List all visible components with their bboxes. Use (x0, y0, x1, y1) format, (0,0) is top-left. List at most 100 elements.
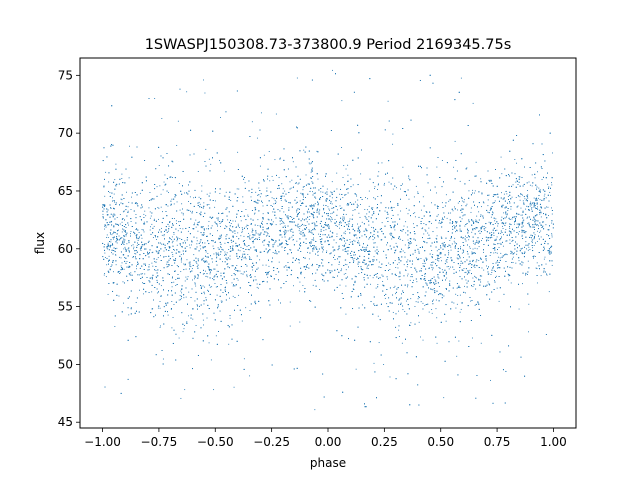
data-point (124, 257, 126, 259)
data-point (315, 197, 317, 199)
data-point (206, 317, 208, 319)
data-point (330, 270, 332, 272)
data-point (236, 188, 238, 190)
data-point (494, 223, 496, 224)
data-point (207, 225, 209, 227)
data-point (510, 232, 512, 234)
data-point (216, 256, 218, 258)
data-point (449, 266, 451, 268)
data-point (460, 77, 462, 79)
data-point (370, 283, 372, 285)
data-point (321, 259, 323, 260)
data-point (398, 310, 399, 312)
data-point (405, 300, 407, 302)
data-point (275, 224, 277, 226)
data-point (253, 213, 255, 215)
data-point (149, 217, 151, 219)
data-point (478, 241, 480, 243)
data-point (478, 260, 480, 262)
data-point (231, 282, 233, 284)
data-point (368, 205, 370, 207)
data-point (431, 249, 433, 251)
data-point (284, 229, 286, 231)
data-point (135, 214, 137, 215)
data-point (454, 140, 456, 142)
data-point (449, 245, 451, 247)
data-point (548, 215, 549, 216)
data-point (130, 272, 132, 274)
data-point (111, 252, 112, 254)
data-point (321, 246, 323, 248)
data-point (339, 193, 341, 195)
data-point (349, 241, 351, 243)
data-point (398, 303, 400, 305)
data-point (435, 259, 437, 260)
data-point (448, 268, 450, 270)
data-point (502, 198, 504, 200)
data-point (527, 216, 528, 218)
data-point (330, 191, 332, 193)
data-point (245, 270, 247, 272)
data-point (343, 216, 345, 218)
data-point (547, 183, 549, 185)
data-point (502, 223, 504, 225)
data-point (457, 295, 459, 297)
data-point (232, 265, 234, 267)
data-point (475, 219, 477, 221)
data-point (528, 303, 530, 305)
data-point (213, 389, 215, 391)
data-point (382, 280, 384, 282)
data-point (354, 240, 356, 242)
data-point (245, 226, 247, 228)
data-point (178, 221, 180, 223)
data-point (228, 242, 229, 244)
data-point (208, 204, 210, 205)
data-point (163, 181, 165, 183)
data-point (274, 159, 276, 161)
data-point (307, 212, 309, 214)
data-point (215, 200, 216, 202)
data-point (109, 192, 111, 194)
data-point (469, 246, 471, 248)
data-point (156, 186, 158, 188)
data-point (505, 213, 506, 215)
data-point (507, 195, 509, 197)
data-point (345, 213, 347, 215)
data-point (124, 230, 126, 232)
data-point (273, 203, 275, 205)
data-point (515, 221, 516, 222)
data-point (235, 267, 237, 269)
data-point (115, 254, 117, 256)
data-point (202, 285, 204, 287)
data-point (176, 265, 178, 266)
data-point (413, 279, 414, 281)
data-point (288, 266, 290, 268)
data-point (131, 196, 132, 198)
data-point (472, 277, 474, 279)
data-point (500, 252, 502, 254)
data-point (113, 193, 115, 195)
data-point (525, 208, 527, 210)
data-point (475, 261, 477, 263)
data-point (116, 217, 118, 218)
data-point (495, 262, 497, 264)
data-point (474, 267, 476, 268)
data-point (308, 229, 310, 231)
data-point (152, 265, 154, 267)
data-point (345, 269, 347, 271)
data-point (476, 248, 478, 250)
data-point (196, 262, 198, 264)
data-point (406, 266, 408, 268)
data-point (274, 241, 276, 243)
data-point (338, 256, 340, 258)
data-point (361, 304, 363, 306)
data-point (249, 237, 250, 239)
data-point (435, 308, 437, 310)
data-point (496, 236, 498, 238)
data-point (114, 179, 116, 181)
data-point (160, 206, 162, 208)
data-point (156, 251, 157, 253)
data-point (490, 274, 492, 275)
data-point (241, 227, 243, 229)
data-point (408, 177, 410, 179)
